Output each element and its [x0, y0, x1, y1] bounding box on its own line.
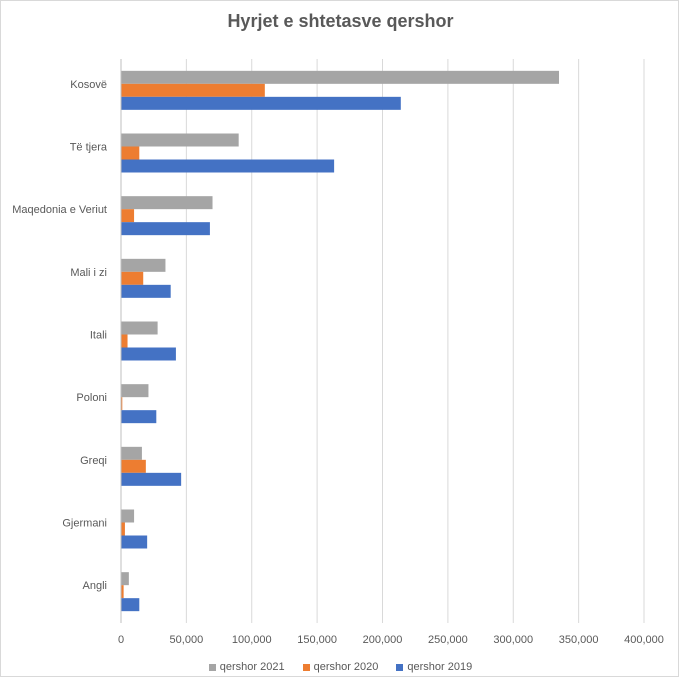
category-label: Maqedonia e Veriut: [12, 204, 107, 216]
legend-swatch: [302, 663, 310, 671]
legend-swatch: [208, 663, 216, 671]
bar: [121, 284, 171, 298]
bar: [121, 271, 144, 285]
x-tick-label: 350,000: [559, 634, 599, 646]
chart-title: Hyrjet e shtetasve qershor: [227, 11, 454, 31]
x-tick-label: 300,000: [493, 634, 533, 646]
x-tick-label: 250,000: [428, 634, 468, 646]
bar: [121, 572, 129, 586]
legend-item: qershor 2020: [302, 661, 379, 673]
bar: [121, 535, 148, 549]
bar: [121, 522, 125, 536]
category-label: Greqi: [80, 455, 107, 467]
bar: [121, 258, 166, 272]
category-label: Angli: [83, 580, 107, 592]
bar: [121, 347, 176, 361]
legend-item: qershor 2021: [208, 661, 285, 673]
x-tick-label: 100,000: [232, 634, 272, 646]
category-label: Poloni: [76, 392, 107, 404]
bar: [121, 397, 123, 411]
bar: [121, 222, 210, 236]
legend-swatch: [396, 663, 404, 671]
x-tick-label: 0: [118, 634, 124, 646]
bar: [121, 70, 560, 84]
category-label: Kosovë: [70, 79, 107, 91]
bar: [121, 334, 128, 348]
bar: [121, 384, 149, 398]
legend-label: qershor 2021: [219, 661, 285, 673]
x-tick-label: 150,000: [297, 634, 337, 646]
legend-item: qershor 2019: [396, 661, 472, 673]
bar: [121, 159, 335, 173]
bar: [121, 321, 158, 335]
x-tick-label: 400,000: [624, 634, 664, 646]
bar: [121, 196, 213, 210]
legend: qershor 2021 qershor 2020 qershor 2019: [1, 661, 679, 673]
legend-label: qershor 2020: [313, 661, 379, 673]
bar: [121, 83, 265, 97]
bar: [121, 585, 124, 599]
category-label: Të tjera: [70, 142, 108, 154]
category-label: Itali: [90, 330, 107, 342]
legend-label: qershor 2019: [407, 661, 473, 673]
bar: [121, 410, 157, 424]
bar: [121, 472, 182, 486]
category-label: Mali i zi: [70, 267, 107, 279]
x-tick-label: 200,000: [363, 634, 403, 646]
bar: [121, 133, 239, 147]
bar: [121, 446, 142, 460]
category-label: Gjermani: [62, 518, 107, 530]
bar: [121, 459, 146, 473]
bar: [121, 598, 140, 612]
bar: [121, 96, 401, 110]
x-tick-label: 50,000: [170, 634, 204, 646]
bar: [121, 146, 140, 160]
bar: [121, 509, 135, 523]
bar: [121, 209, 135, 223]
